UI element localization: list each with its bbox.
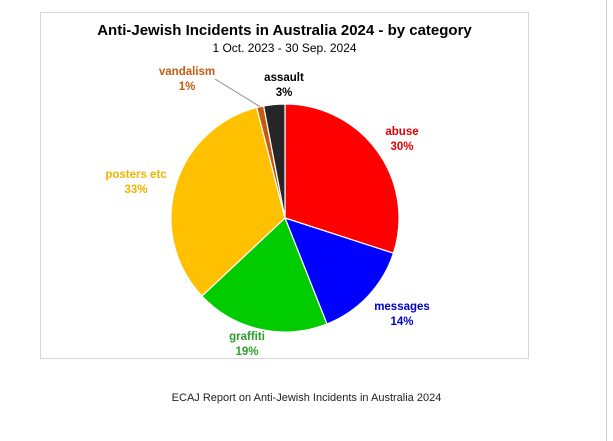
slice-label-abuse: abuse (385, 126, 418, 138)
slice-value-vandalism: 1% (179, 81, 196, 93)
chart-subtitle: 1 Oct. 2023 - 30 Sep. 2024 (212, 41, 357, 55)
slice-value-assault: 3% (276, 87, 293, 99)
pie-slice-messages (283, 217, 395, 325)
slice-value-messages: 14% (390, 316, 413, 328)
slice-label-messages: messages (374, 301, 430, 313)
slice-label-posters-etc: posters etc (105, 169, 167, 181)
slice-value-posters-etc: 33% (124, 184, 147, 196)
chart-area: Anti-Jewish Incidents in Australia 2024 … (40, 12, 529, 359)
slice-label-graffiti: graffiti (229, 331, 265, 343)
slice-label-vandalism: vandalism (159, 66, 215, 78)
pie-slice-abuse (284, 103, 400, 254)
slice-value-graffiti: 19% (235, 346, 258, 358)
slice-label-assault: assault (264, 72, 304, 84)
pie-slice-assault (262, 103, 286, 219)
slice-value-abuse: 30% (390, 141, 413, 153)
page-edge-rule (606, 0, 607, 441)
leader-line-vandalism (214, 78, 261, 108)
report-caption: ECAJ Report on Anti-Jewish Incidents in … (171, 392, 442, 404)
pie-slice-graffiti (201, 216, 328, 333)
chart-title: Anti-Jewish Incidents in Australia 2024 … (97, 22, 472, 39)
pie-slice-posters-etc (170, 106, 286, 297)
pie-chart: abuse 30% messages 14% graffiti 19% posters et… (105, 66, 430, 358)
